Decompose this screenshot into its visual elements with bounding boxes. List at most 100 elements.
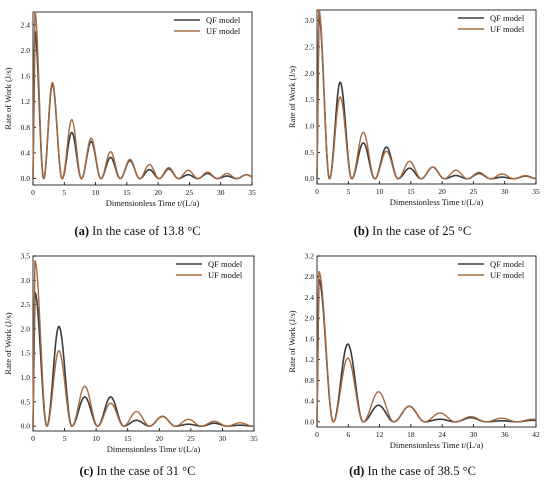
caption-d-tag: (d) — [349, 464, 365, 478]
x-tick-label: 35 — [532, 187, 540, 196]
caption-d-text: In the case of 38.5 °C — [367, 464, 476, 478]
y-tick-label: 2.5 — [305, 42, 315, 51]
x-tick-label: 30 — [501, 187, 509, 196]
caption-c: (c) In the case of 31 °C — [0, 464, 275, 479]
y-tick-label: 3.0 — [21, 276, 31, 285]
legend-label: QF model — [208, 259, 243, 269]
series-line-uf-model — [316, 270, 537, 423]
y-tick-label: 0.0 — [21, 174, 31, 183]
x-tick-label: 18 — [407, 430, 415, 439]
y-tick-label: 3.0 — [305, 16, 315, 25]
y-axis-label: Rate of Work (J/s) — [287, 66, 297, 128]
y-tick-label: 0.0 — [21, 422, 31, 431]
x-tick-label: 35 — [250, 434, 258, 443]
x-tick-label: 30 — [219, 434, 227, 443]
caption-a-tag: (a) — [74, 224, 89, 238]
x-tick-label: 25 — [186, 188, 194, 197]
plot-frame — [32, 11, 253, 186]
legend-label: UF model — [490, 270, 525, 280]
x-tick-label: 30 — [217, 188, 225, 197]
x-tick-label: 5 — [62, 188, 66, 197]
x-tick-label: 10 — [376, 187, 384, 196]
x-tick-label: 0 — [31, 188, 35, 197]
x-tick-label: 15 — [124, 434, 132, 443]
plot-frame — [32, 255, 255, 432]
y-tick-label: 3.5 — [21, 252, 31, 261]
x-tick-label: 25 — [470, 187, 478, 196]
y-tick-label: 3.2 — [305, 252, 315, 261]
x-tick-label: 42 — [532, 430, 540, 439]
x-tick-label: 30 — [470, 430, 478, 439]
y-tick-label: 1.5 — [21, 349, 31, 358]
x-tick-label: 20 — [156, 434, 164, 443]
y-tick-label: 2.0 — [305, 314, 315, 323]
y-tick-label: 0.8 — [21, 123, 31, 132]
x-tick-label: 0 — [315, 430, 319, 439]
panel-a: 0 5 10 15 20 25 30 35 0.0 0.4 0.8 1.2 1.6 2.0 2.4 Dimen… — [3, 11, 256, 208]
panel-b: 0 5 10 15 20 25 30 35 0.0 0.5 1.0 1.5 2.0 2.5 3.0 Dimen… — [287, 9, 540, 207]
x-tick-label: 6 — [346, 430, 350, 439]
plot-frame — [316, 9, 537, 185]
y-tick-label: 0.4 — [305, 397, 315, 406]
y-axis-label: Rate of Work (J/s) — [287, 310, 297, 372]
y-tick-label: 0.4 — [21, 148, 31, 157]
series-line-uf-model — [316, 9, 537, 180]
caption-d: (d) In the case of 38.5 °C — [275, 464, 550, 479]
x-tick-label: 10 — [92, 188, 100, 197]
panel-c: 0 5 10 15 20 25 30 35 0.0 0.5 1.0 1.5 2.0 2.5 3.0 3.5 Di… — [3, 252, 258, 455]
y-tick-label: 2.5 — [21, 300, 31, 309]
y-axis-label: Rate of Work (J/s) — [3, 312, 13, 374]
y-tick-label: 1.0 — [305, 122, 315, 131]
panel-d: 0 6 12 18 24 30 36 42 0.0 0.4 0.8 1.2 1.6 2.0 2.4 2.8 3.… — [287, 252, 540, 451]
x-tick-label: 10 — [92, 434, 100, 443]
series-line-qf-model — [32, 291, 255, 427]
y-tick-label: 2.8 — [305, 272, 315, 281]
caption-b-text: In the case of 25 °C — [372, 224, 472, 238]
caption-a: (a) In the case of 13.8 °C — [0, 224, 275, 239]
plot-frame — [316, 255, 537, 428]
legend-label: QF model — [490, 259, 525, 269]
x-tick-label: 25 — [187, 434, 195, 443]
x-tick-label: 20 — [154, 188, 162, 197]
y-tick-label: 1.0 — [21, 373, 31, 382]
x-tick-label: 35 — [248, 188, 256, 197]
x-tick-label: 15 — [123, 188, 131, 197]
caption-c-text: In the case of 31 °C — [96, 464, 196, 478]
y-tick-label: 0.0 — [305, 417, 315, 426]
y-tick-label: 2.4 — [305, 293, 315, 302]
legend-label: UF model — [206, 26, 241, 36]
x-tick-label: 0 — [31, 434, 35, 443]
y-tick-label: 1.6 — [21, 72, 31, 81]
y-tick-label: 2.0 — [21, 46, 31, 55]
series-line-qf-model — [316, 14, 537, 180]
x-tick-label: 5 — [346, 187, 350, 196]
series-line-uf-model — [32, 11, 253, 180]
y-tick-label: 0.0 — [305, 174, 315, 183]
y-tick-label: 1.2 — [21, 97, 31, 106]
legend-label: QF model — [206, 15, 241, 25]
series-line-qf-model — [316, 278, 537, 423]
x-tick-label: 15 — [407, 187, 415, 196]
caption-b: (b) In the case of 25 °C — [275, 224, 550, 239]
y-tick-label: 1.6 — [305, 334, 315, 343]
y-tick-label: 2.0 — [305, 69, 315, 78]
x-axis-label: Dimensionless Time t/(L/a) — [390, 440, 484, 450]
y-tick-label: 0.5 — [21, 397, 31, 406]
x-tick-label: 12 — [376, 430, 384, 439]
series-line-uf-model — [32, 260, 255, 427]
y-tick-label: 1.5 — [305, 95, 315, 104]
x-tick-label: 24 — [438, 430, 446, 439]
y-tick-label: 2.0 — [21, 324, 31, 333]
y-tick-label: 0.8 — [305, 376, 315, 385]
caption-c-tag: (c) — [79, 464, 94, 478]
y-tick-label: 0.5 — [305, 148, 315, 157]
x-tick-label: 36 — [501, 430, 509, 439]
caption-a-text: In the case of 13.8 °C — [92, 224, 201, 238]
x-tick-label: 0 — [315, 187, 319, 196]
y-tick-label: 2.4 — [21, 20, 31, 29]
caption-b-tag: (b) — [353, 224, 370, 238]
y-axis-label: Rate of Work (J/s) — [3, 67, 13, 129]
x-tick-label: 20 — [438, 187, 446, 196]
x-axis-label: Dimensionless Time t/(L/a) — [390, 197, 484, 207]
legend-label: QF model — [490, 13, 525, 23]
